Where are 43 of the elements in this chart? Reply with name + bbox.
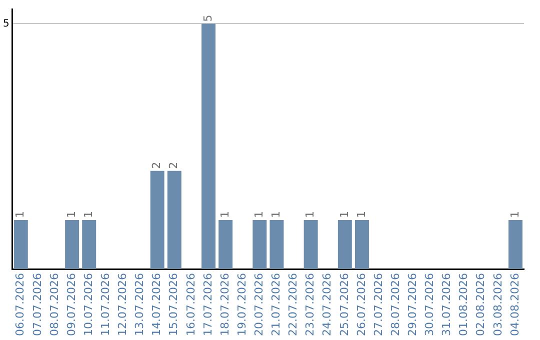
x-tick-label: 02.08.2026 (474, 273, 488, 336)
x-tick-label: 31.07.2026 (440, 273, 454, 336)
data-label: 1 (14, 210, 27, 218)
x-tick-label: 06.07.2026 (14, 273, 27, 336)
x-tick-label: 15.07.2026 (167, 273, 180, 336)
data-label: 1 (304, 210, 317, 218)
x-tick-label: 13.07.2026 (133, 273, 146, 336)
x-tick-label: 09.07.2026 (64, 273, 78, 336)
x-tick-label: 17.07.2026 (201, 273, 214, 336)
x-tick-label: 16.07.2026 (184, 273, 198, 336)
data-label: 2 (150, 162, 164, 169)
x-tick-label: 19.07.2026 (235, 273, 248, 336)
x-tick-label: 07.07.2026 (30, 273, 44, 336)
x-tick-label: 03.08.2026 (491, 273, 504, 336)
data-label: 1 (64, 210, 78, 218)
data-label: 1 (338, 210, 351, 218)
data-label: 1 (218, 210, 232, 218)
data-label: 1 (508, 210, 522, 218)
data-label: 1 (270, 210, 283, 218)
x-tick-label: 11.07.2026 (99, 273, 112, 336)
x-tick-label: 23.07.2026 (304, 273, 317, 336)
data-label: 5 (201, 14, 214, 22)
x-tick-label: 04.08.2026 (508, 273, 522, 336)
x-tick-label: 30.07.2026 (423, 273, 436, 336)
x-tick-label: 12.07.2026 (116, 273, 130, 336)
x-tick-label: 01.08.2026 (457, 273, 470, 336)
x-tick-label: 26.07.2026 (354, 273, 368, 336)
x-tick-label: 14.07.2026 (150, 273, 164, 336)
x-tick-label: 18.07.2026 (218, 273, 232, 336)
data-label: 1 (82, 210, 95, 218)
x-tick-label: 28.07.2026 (388, 273, 402, 336)
x-tick-label: 08.07.2026 (48, 273, 61, 336)
x-tick-label: 25.07.2026 (338, 273, 351, 336)
data-label: 1 (252, 210, 266, 218)
x-tick-label: 24.07.2026 (320, 273, 334, 336)
x-tick-label: 20.07.2026 (252, 273, 266, 336)
x-tick-label: 10.07.2026 (82, 273, 95, 336)
data-label: 2 (167, 162, 180, 169)
data-label: 1 (354, 210, 368, 218)
x-tick-label: 29.07.2026 (406, 273, 420, 336)
x-tick-label: 22.07.2026 (286, 273, 300, 336)
x-tick-label: 21.07.2026 (270, 273, 283, 336)
x-tick-label: 27.07.2026 (372, 273, 385, 336)
